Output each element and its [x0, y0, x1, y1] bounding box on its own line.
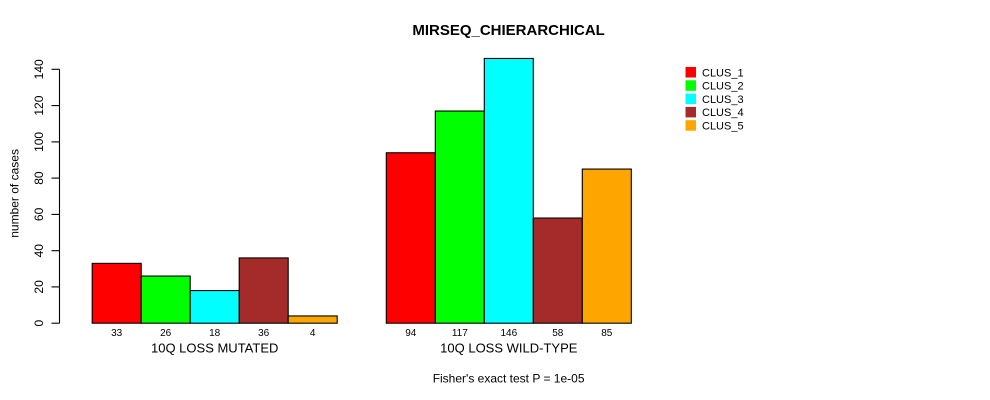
- svg-text:94: 94: [405, 328, 417, 339]
- svg-text:Fisher's exact test P = 1e-05: Fisher's exact test P = 1e-05: [433, 372, 585, 386]
- svg-text:58: 58: [552, 328, 564, 339]
- svg-text:CLUS_2: CLUS_2: [702, 81, 744, 93]
- svg-text:CLUS_4: CLUS_4: [702, 107, 744, 119]
- svg-text:20: 20: [32, 280, 46, 294]
- svg-text:120: 120: [32, 95, 46, 115]
- svg-text:10Q LOSS WILD-TYPE: 10Q LOSS WILD-TYPE: [440, 341, 578, 356]
- svg-text:100: 100: [32, 132, 46, 152]
- svg-text:36: 36: [258, 328, 270, 339]
- svg-text:117: 117: [452, 328, 468, 339]
- svg-text:80: 80: [32, 171, 46, 185]
- svg-text:number of cases: number of cases: [8, 149, 22, 238]
- svg-text:CLUS_3: CLUS_3: [702, 94, 744, 106]
- svg-text:4: 4: [310, 328, 316, 339]
- svg-text:0: 0: [32, 320, 46, 327]
- svg-text:33: 33: [111, 328, 123, 339]
- svg-text:26: 26: [160, 328, 172, 339]
- svg-text:MIRSEQ_CHIERARCHICAL: MIRSEQ_CHIERARCHICAL: [412, 22, 605, 39]
- svg-text:CLUS_1: CLUS_1: [702, 67, 744, 79]
- svg-text:CLUS_5: CLUS_5: [702, 121, 744, 133]
- svg-text:146: 146: [500, 328, 517, 339]
- svg-text:18: 18: [209, 328, 221, 339]
- svg-text:10Q LOSS MUTATED: 10Q LOSS MUTATED: [151, 341, 278, 356]
- svg-text:60: 60: [32, 207, 46, 221]
- svg-text:40: 40: [32, 244, 46, 258]
- svg-text:140: 140: [32, 59, 46, 79]
- svg-text:85: 85: [601, 328, 613, 339]
